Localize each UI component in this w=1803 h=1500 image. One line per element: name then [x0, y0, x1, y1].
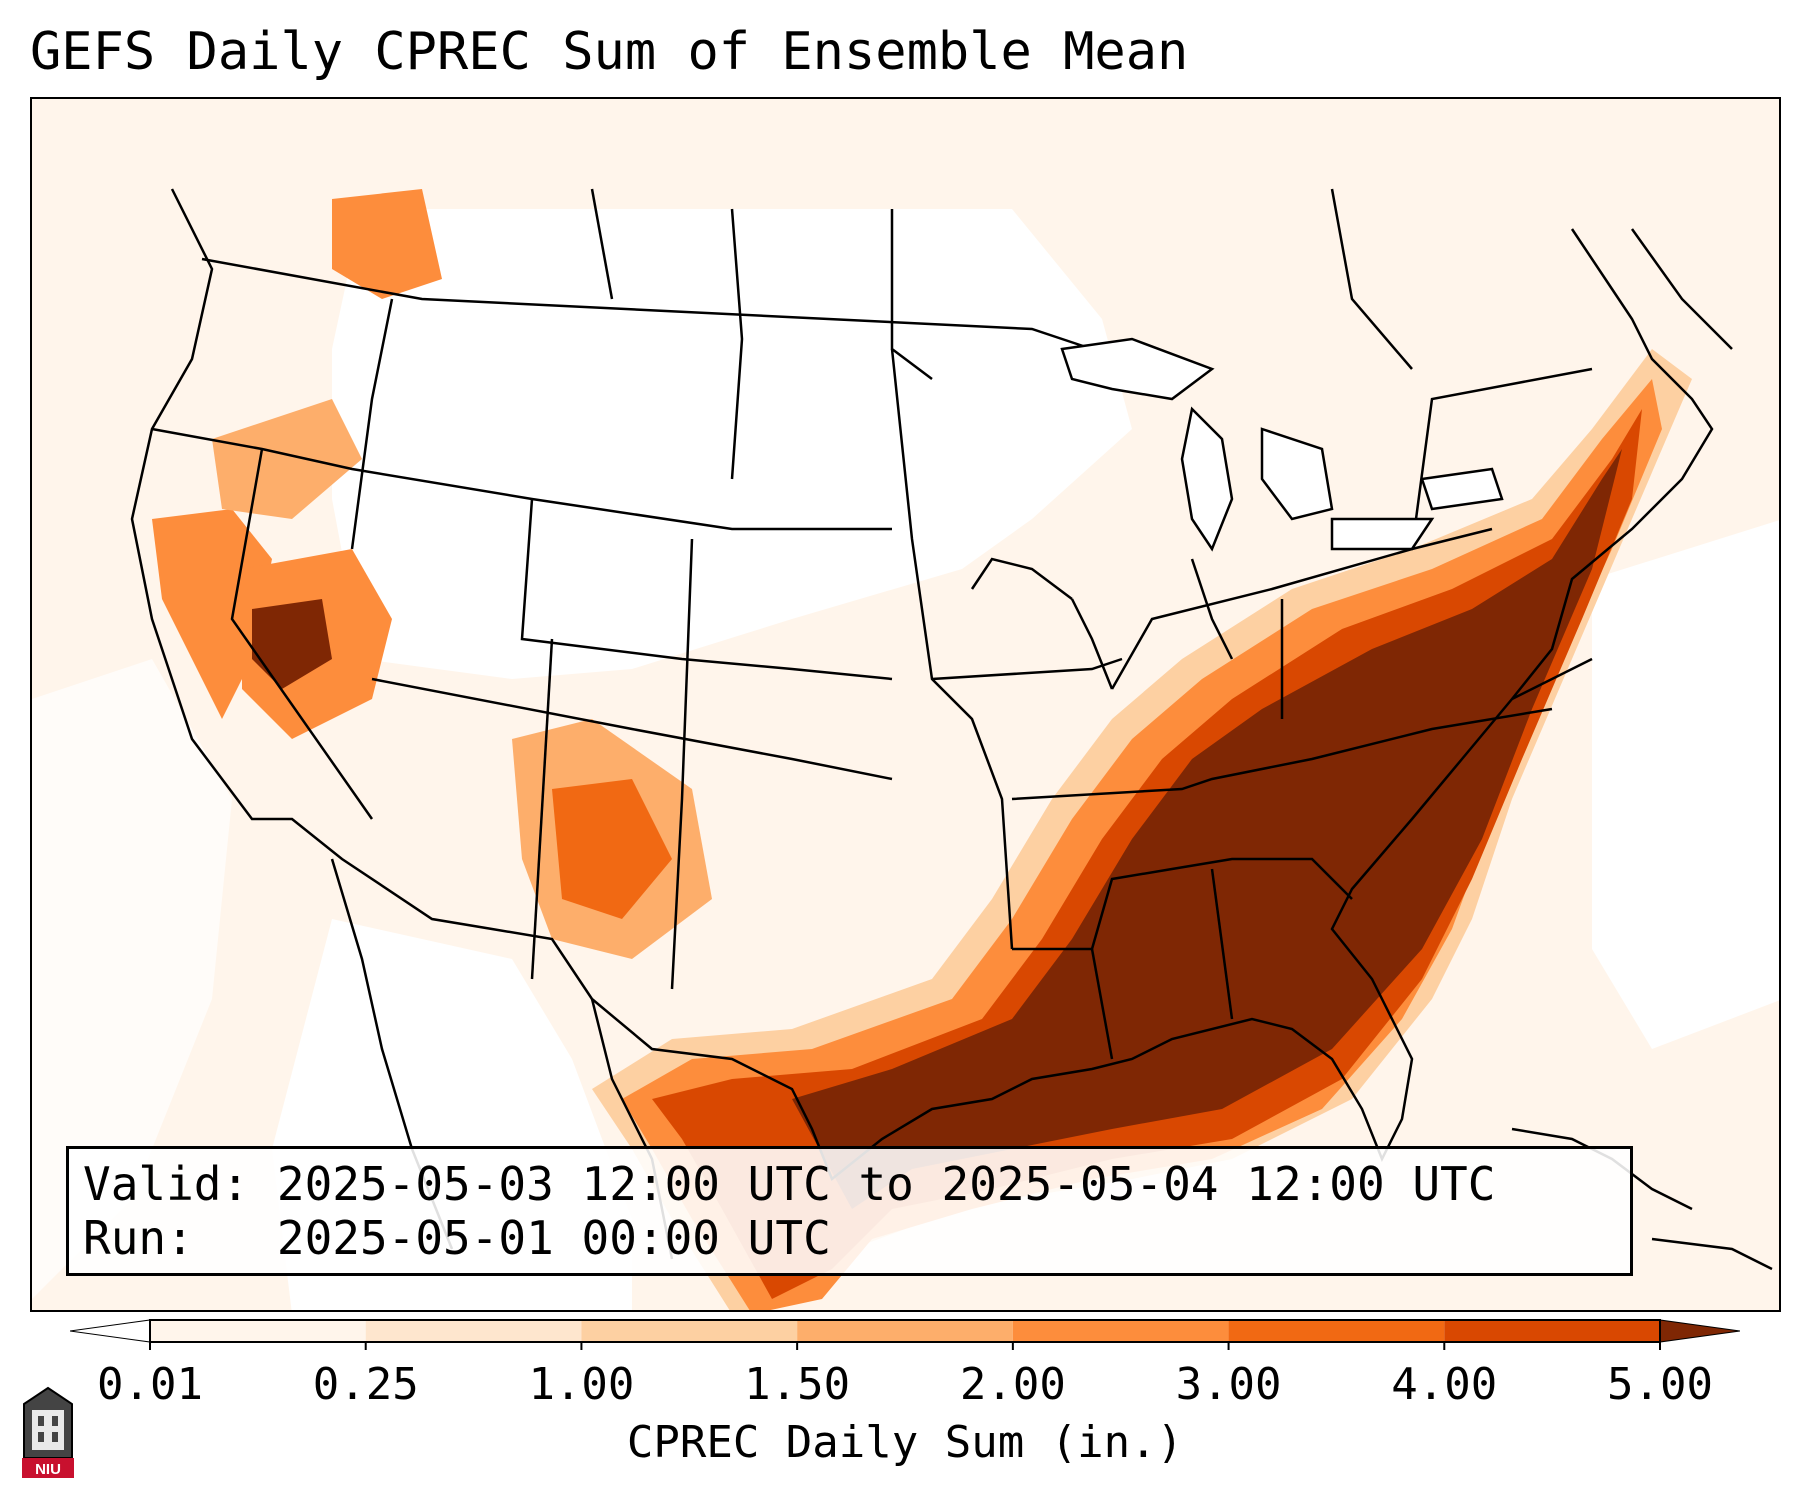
colorbar [69, 1312, 1741, 1356]
precip-new-mexico-core [552, 779, 672, 919]
colorbar-tick-label: 0.01 [97, 1359, 203, 1410]
colorbar-tick-label: 5.00 [1607, 1359, 1713, 1410]
valid-label: Valid: [83, 1157, 250, 1211]
colorbar-segment [150, 1320, 366, 1342]
precip-core-7f2704 [792, 449, 1622, 1209]
precip-oregon [212, 399, 362, 519]
niu-logo-icon: NIU [22, 1386, 74, 1478]
map-frame [30, 97, 1781, 1312]
run-value: 2025-05-01 00:00 UTC [276, 1211, 831, 1265]
colorbar-segment [797, 1320, 1013, 1342]
colorbar-tick-label: 2.00 [959, 1359, 1066, 1410]
colorbar-tick-label: 1.50 [744, 1359, 851, 1410]
map-svg [32, 99, 1779, 1310]
precip-nevada-core [252, 599, 332, 689]
colorbar-segment [1228, 1320, 1445, 1342]
colorbar-outline [149, 1319, 1661, 1343]
colorbar-svg [69, 1319, 1741, 1350]
colorbar-tick-label: 4.00 [1391, 1359, 1498, 1410]
precip-northern-cascades [332, 189, 442, 299]
colorbar-title: CPREC Daily Sum (in.) [626, 1417, 1184, 1468]
valid-value: 2025-05-03 12:00 UTC to 2025-05-04 12:00… [276, 1157, 1496, 1211]
run-row: Run: 2025-05-01 00:00 UTC [83, 1211, 1630, 1265]
state-borders [130, 188, 1714, 1182]
colorbar-segment [365, 1320, 582, 1342]
valid-row: Valid: 2025-05-03 12:00 UTC to 2025-05-0… [83, 1157, 1630, 1211]
logo-label: NIU [35, 1461, 61, 1478]
chart-title: GEFS Daily CPREC Sum of Ensemble Mean [30, 22, 1189, 82]
colorbar-segment [581, 1320, 798, 1342]
dry-pacific-region [32, 659, 232, 1299]
colorbar-tick-label: 0.25 [312, 1359, 419, 1410]
valid-run-info-box: Valid: 2025-05-03 12:00 UTC to 2025-05-0… [66, 1146, 1633, 1276]
run-label: Run: [83, 1211, 194, 1265]
colorbar-tick-label: 1.00 [528, 1359, 635, 1410]
dry-plains-region [332, 209, 1132, 679]
colorbar-segment [1012, 1320, 1229, 1342]
colorbar-over-extension [1659, 1319, 1741, 1343]
colorbar-under-extension [69, 1319, 151, 1343]
colorbar-segment [1444, 1320, 1660, 1342]
colorbar-tick-label: 3.00 [1175, 1359, 1282, 1410]
great-lakes [1060, 337, 1504, 552]
dry-atlantic-region [1592, 520, 1779, 1049]
